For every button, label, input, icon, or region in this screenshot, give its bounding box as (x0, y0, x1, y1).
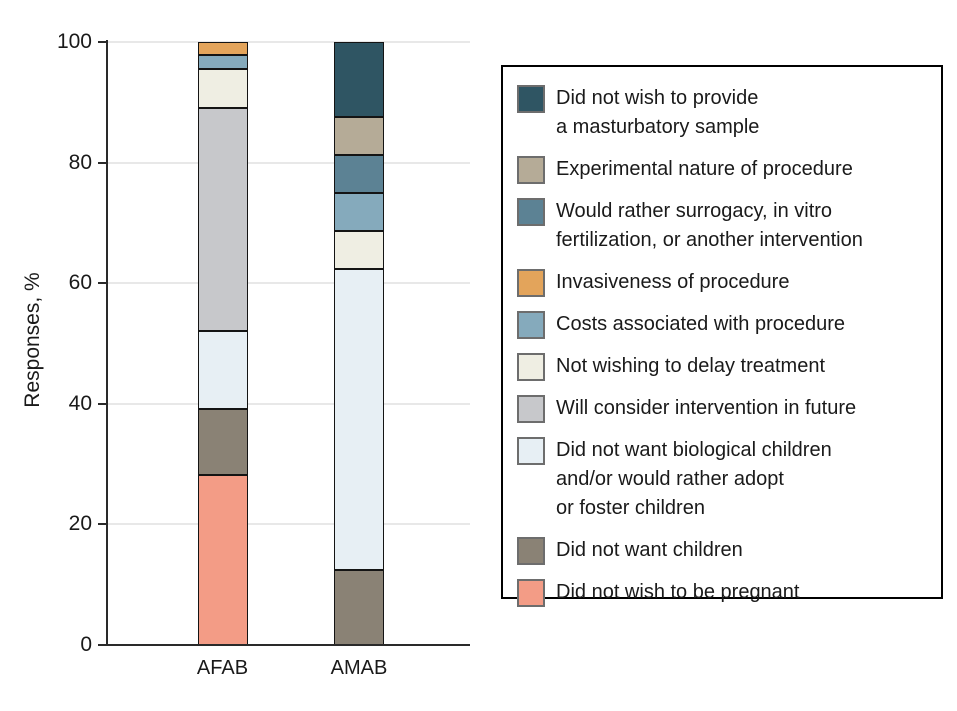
legend-item: Did not want biological children and/or … (517, 436, 927, 523)
x-axis-line (106, 644, 470, 646)
bar-segment (334, 268, 384, 570)
bar-segment (197, 68, 248, 108)
legend-label: Did not want biological children and/or … (556, 439, 832, 519)
legend-item: Did not wish to be pregnant (517, 578, 927, 607)
legend-item: Costs associated with procedure (517, 310, 927, 339)
bar-segment (197, 55, 248, 69)
x-axis-category-label: AFAB (196, 657, 249, 679)
legend-color-swatch (517, 156, 545, 184)
y-tick-label: 80 (68, 150, 92, 174)
legend-label: Will consider intervention in future (556, 397, 857, 419)
bar-segment (334, 42, 384, 118)
bar-segment (197, 42, 248, 56)
bar-segment (334, 193, 384, 231)
y-tick-label: 60 (68, 271, 92, 295)
legend-color-swatch (517, 395, 545, 423)
bar-segment (334, 569, 384, 645)
y-tick-mark (98, 523, 106, 526)
stacked-bar-amab (334, 42, 384, 645)
legend-label: Invasiveness of procedure (556, 271, 790, 293)
stacked-bar-afab (197, 42, 248, 645)
y-tick-mark (98, 41, 106, 43)
legend: Did not wish to provide a masturbatory s… (501, 65, 943, 607)
bar-segment (334, 155, 384, 194)
legend-label: Costs associated with procedure (556, 313, 846, 335)
legend-color-swatch (517, 579, 545, 607)
legend-item: Not wishing to delay treatment (517, 352, 927, 381)
bar-segment (197, 408, 248, 475)
bar-segment (197, 474, 248, 645)
gridline (108, 161, 470, 164)
legend-item: Will consider intervention in future (517, 394, 927, 423)
legend-label: Did not want children (556, 539, 743, 561)
gridline (108, 402, 470, 405)
legend-color-swatch (517, 85, 545, 113)
y-axis-line (106, 40, 108, 646)
bar-segment (334, 117, 384, 156)
x-axis-category-label: AMAB (330, 657, 388, 679)
legend-item: Experimental nature of procedure (517, 155, 927, 184)
legend-label: Did not wish to provide a masturbatory s… (556, 87, 760, 138)
y-tick-mark (98, 644, 106, 646)
y-tick-label: 100 (56, 30, 92, 53)
legend-color-swatch (517, 198, 545, 226)
bar-segment (197, 107, 248, 331)
legend-item: Did not want children (517, 536, 927, 565)
gridline (108, 41, 470, 43)
legend-label: Experimental nature of procedure (556, 158, 853, 180)
legend-color-swatch (517, 311, 545, 339)
gridline (108, 523, 470, 526)
y-tick-mark (98, 402, 106, 405)
y-tick-label: 20 (68, 512, 92, 536)
legend-item: Invasiveness of procedure (517, 268, 927, 297)
legend-color-swatch (517, 269, 545, 297)
y-tick-label: 40 (68, 391, 92, 415)
legend-item: Did not wish to provide a masturbatory s… (517, 84, 927, 142)
legend-label: Did not wish to be pregnant (556, 581, 800, 603)
legend-color-swatch (517, 537, 545, 565)
y-tick-label: 0 (80, 633, 92, 656)
legend-color-swatch (517, 353, 545, 381)
bar-segment (334, 230, 384, 269)
legend-color-swatch (517, 437, 545, 465)
legend-label: Would rather surrogacy, in vitro fertili… (556, 200, 863, 251)
legend-item: Would rather surrogacy, in vitro fertili… (517, 197, 927, 255)
legend-label: Not wishing to delay treatment (556, 355, 826, 377)
gridline (108, 282, 470, 285)
y-tick-mark (98, 161, 106, 164)
y-tick-mark (98, 282, 106, 285)
bar-segment (197, 330, 248, 409)
plot-area (108, 41, 470, 645)
